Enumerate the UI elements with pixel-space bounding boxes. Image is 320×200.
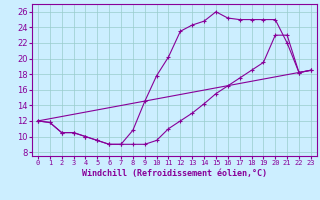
X-axis label: Windchill (Refroidissement éolien,°C): Windchill (Refroidissement éolien,°C) bbox=[82, 169, 267, 178]
